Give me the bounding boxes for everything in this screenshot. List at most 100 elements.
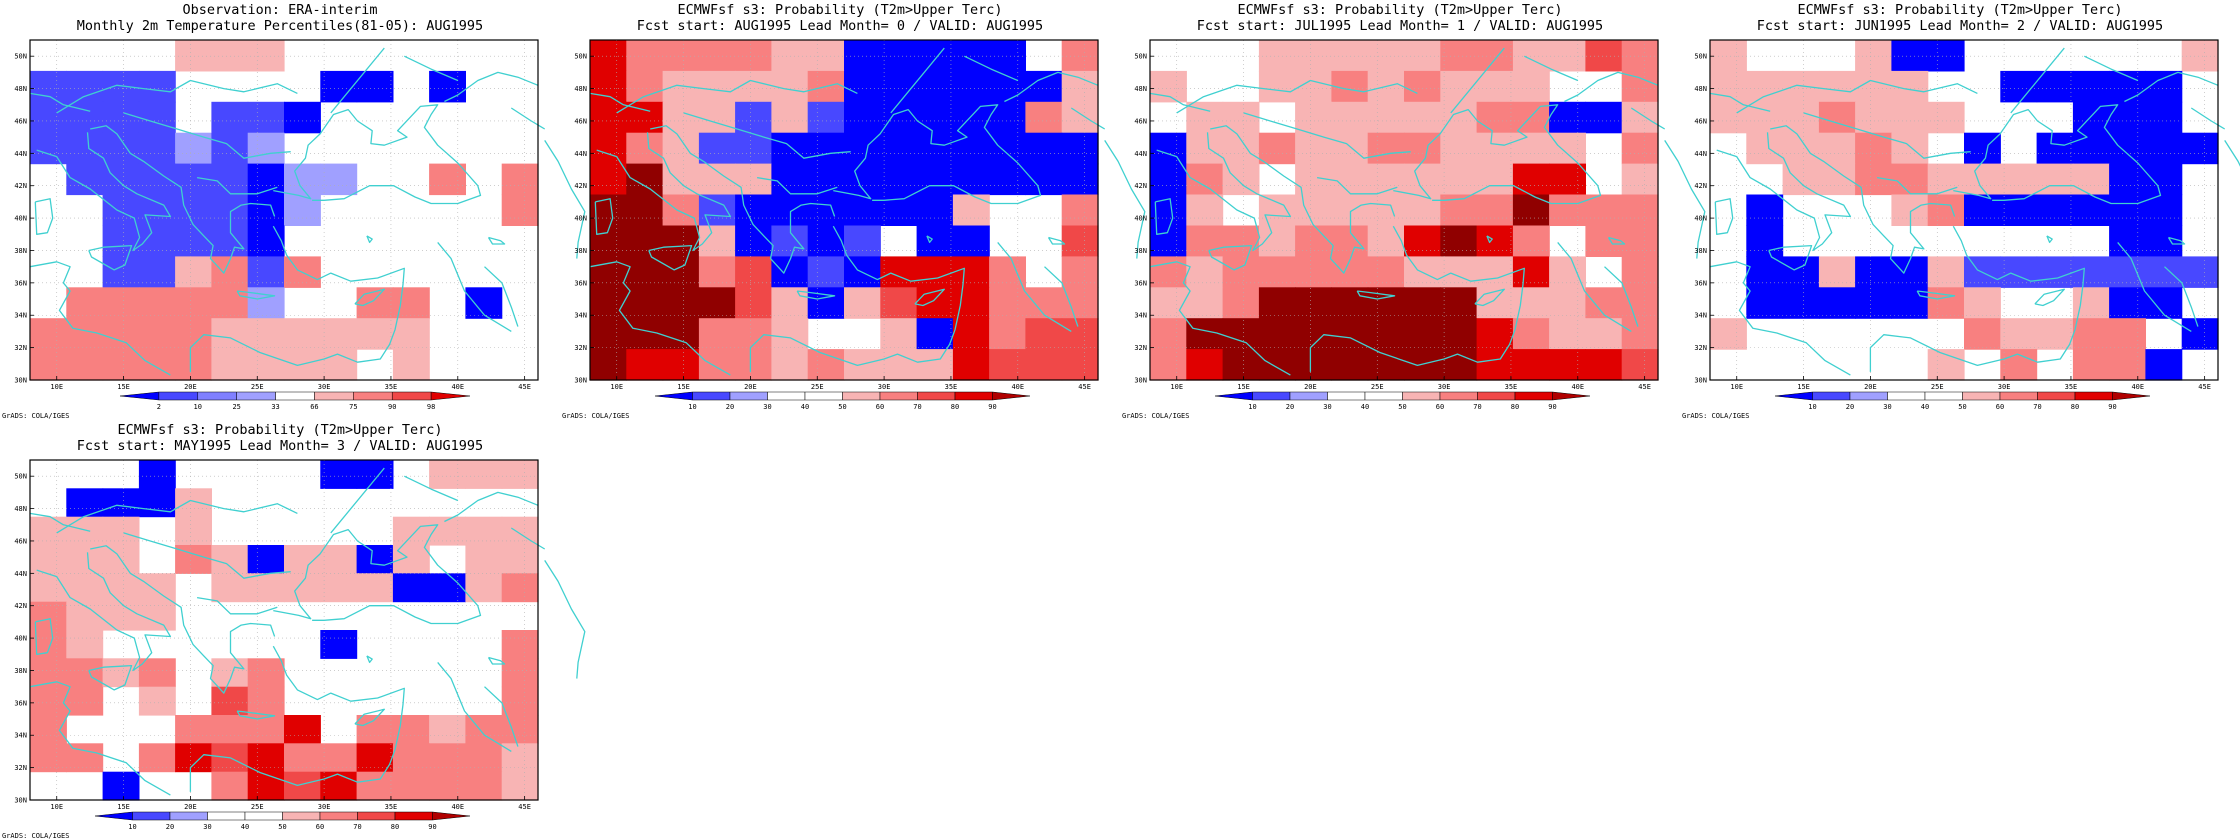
lon-tick-label: 35E: [945, 383, 958, 391]
coastline: [749, 225, 965, 372]
coastline: [196, 176, 278, 195]
grid-cell: [1891, 132, 1929, 165]
grid-cell: [626, 70, 664, 103]
lat-tick-label: 48N: [574, 85, 587, 93]
colorbar-label: 60: [876, 403, 884, 411]
grid-cell: [320, 460, 358, 489]
grid-cell: [284, 771, 321, 801]
grid-cell: [1549, 349, 1586, 381]
plot-frame: [589, 39, 1099, 381]
grid-cell: [1186, 318, 1224, 350]
grid-cell: [1782, 256, 1820, 288]
graticule: [1710, 40, 2218, 381]
grid-cell: [1512, 132, 1550, 165]
grid-cell: [1331, 101, 1369, 134]
grid-cell: [1746, 132, 1784, 165]
coastline: [2084, 55, 2139, 82]
grid-cell: [735, 101, 772, 134]
grid-cell: [1186, 349, 1224, 381]
grid-cell: [1367, 287, 1405, 319]
grid-cell: [247, 686, 285, 716]
coastline: [123, 532, 291, 579]
grid-cell: [1258, 40, 1296, 72]
coastline: [36, 132, 172, 252]
grid-cell: [662, 194, 700, 226]
lon-tick-label: 20E: [1864, 383, 1877, 391]
colorbar-label: 80: [1511, 403, 1519, 411]
grid-cell: [1440, 349, 1478, 381]
grid-cell: [807, 287, 845, 319]
grid-cell: [211, 715, 249, 744]
grid-cell: [102, 101, 140, 134]
grid-cell: [1549, 40, 1586, 72]
coastline: [437, 241, 512, 332]
grid-cell: [247, 256, 285, 288]
coastline: [34, 198, 54, 235]
grid-cell: [1222, 101, 1260, 134]
grid-cell: [1818, 132, 1856, 165]
grid-cell: [698, 256, 736, 288]
grid-cell: [844, 101, 881, 134]
lon-tick-label: 20E: [184, 383, 197, 391]
grid-cell: [1927, 163, 1965, 196]
grid-cell: [2072, 163, 2110, 196]
lat-tick-label: 46N: [14, 537, 27, 545]
grid-cell: [1855, 287, 1892, 319]
grid-cell: [247, 545, 285, 574]
grid-cell: [284, 101, 321, 134]
grid-cell: [2072, 349, 2110, 381]
panel-title: ECMWFsf s3: Probability (T2m>Upper Terc): [1237, 2, 1563, 18]
grid-cell: [102, 771, 140, 801]
lat-tick-label: 34N: [1134, 312, 1147, 320]
grid-cell: [1367, 163, 1405, 196]
colorbar-segment: [1887, 391, 1926, 401]
colorbar-label: 10: [1248, 403, 1256, 411]
grid-cell: [1621, 132, 1659, 165]
grid-cell: [138, 287, 176, 319]
coastline: [1803, 112, 1971, 159]
grid-cell: [2000, 256, 2038, 288]
grid-cell: [662, 101, 700, 134]
grid-cell: [138, 686, 176, 716]
lon-tick-label: 45E: [518, 803, 531, 811]
grid-cell: [30, 318, 67, 350]
colorbar-label: 20: [1286, 403, 1294, 411]
grid-cell: [175, 545, 212, 574]
grid-cell: [211, 771, 249, 801]
grid-cell: [1585, 318, 1623, 350]
grid-cell: [698, 132, 736, 165]
coastline: [330, 47, 385, 114]
grid-cell: [1891, 40, 1929, 72]
grid-cell: [1404, 287, 1441, 319]
colorbar-segment: [2074, 391, 2113, 401]
grid-cell: [2036, 132, 2074, 165]
grid-cell: [916, 349, 954, 381]
lat-tick-label: 46N: [1134, 117, 1147, 125]
grid-cell: [1585, 349, 1623, 381]
grid-cell: [429, 516, 466, 546]
grid-cell: [1150, 132, 1187, 165]
grid-cell: [1061, 349, 1099, 381]
lat-tick-label: 46N: [1694, 117, 1707, 125]
colorbar-segment: [119, 391, 160, 401]
colorbar-segment: [169, 811, 208, 821]
grid-cell: [880, 256, 918, 288]
grid-cell: [1476, 287, 1514, 319]
coastline: [2117, 241, 2192, 332]
grid-cell: [1404, 225, 1441, 257]
lon-tick-label: 20E: [1304, 383, 1317, 391]
grid-cell: [1818, 287, 1856, 319]
grid-cell: [284, 715, 321, 744]
grid-cell: [1295, 349, 1332, 381]
coastline: [2046, 235, 2053, 244]
colorbar-segment: [314, 391, 354, 401]
graticule: [1150, 40, 1658, 381]
grid-cell: [247, 163, 285, 196]
colorbar-segment: [1477, 391, 1516, 401]
grid-cell: [465, 771, 503, 801]
grid-cell: [1404, 318, 1441, 350]
lon-tick-label: 35E: [2065, 383, 2078, 391]
panel-title: ECMWFsf s3: Probability (T2m>Upper Terc): [1797, 2, 2123, 18]
grid-cell: [1404, 70, 1441, 103]
grid-cell: [2109, 318, 2146, 350]
